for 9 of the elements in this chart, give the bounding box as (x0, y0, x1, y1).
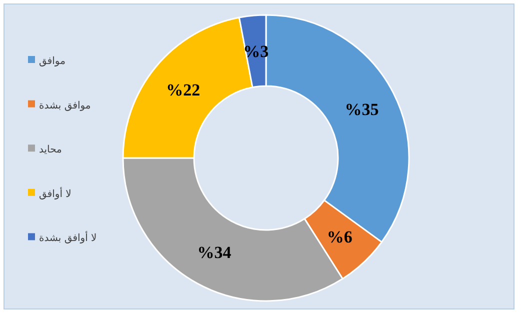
legend-label: لا أوافق (39, 186, 72, 200)
legend-label: موافق (39, 56, 66, 67)
data-label: %22 (166, 80, 200, 100)
legend-label: محايد (39, 144, 62, 156)
legend-label: موافق بشدة (39, 100, 91, 112)
legend-label: لا أوافق بشدة (39, 231, 97, 244)
data-label: %34 (197, 243, 232, 262)
data-label: %6 (326, 227, 352, 246)
data-label: %35 (344, 100, 379, 120)
